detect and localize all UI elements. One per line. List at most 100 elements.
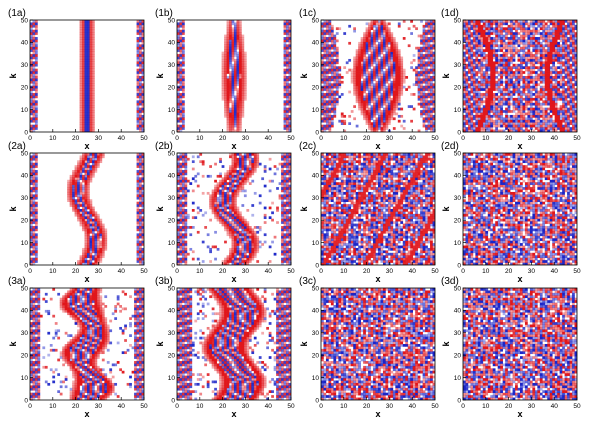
heatmap-cell (510, 78, 513, 82)
heatmap-cell (427, 20, 431, 23)
heatmap-cell (420, 20, 423, 23)
heatmap-cell (89, 201, 93, 205)
heatmap-cell (485, 37, 489, 40)
heatmap-cell (99, 250, 103, 254)
heatmap-cell (382, 97, 386, 101)
heatmap-cell (179, 127, 183, 130)
heatmap-cell (229, 83, 232, 87)
heatmap-cell (500, 107, 503, 111)
heatmap-cell (363, 71, 366, 74)
heatmap-cells (177, 20, 291, 132)
heatmap-cell (91, 117, 95, 121)
heatmap-cell (505, 83, 508, 87)
heatmap-cell (82, 226, 85, 229)
heatmap-cell (569, 22, 573, 26)
heatmap-cell (470, 63, 474, 67)
heatmap-cell (325, 51, 329, 55)
heatmap-cell (495, 29, 498, 33)
heatmap-cell (465, 114, 469, 118)
heatmap-cell (84, 41, 88, 45)
heatmap-cell (432, 32, 435, 35)
heatmap-cell (475, 34, 479, 38)
heatmap-cell (32, 68, 36, 72)
heatmap-cell (87, 243, 90, 246)
heatmap-cell (380, 41, 384, 45)
heatmap-cell (515, 73, 518, 77)
heatmap-cell (363, 100, 366, 104)
heatmap-cell (517, 105, 521, 108)
heatmap-cell (542, 71, 546, 74)
heatmap-cell (562, 44, 565, 48)
heatmap-cell (477, 58, 481, 62)
heatmap-cell (559, 112, 563, 116)
heatmap-cell (99, 221, 103, 224)
heatmap-cell (226, 129, 230, 132)
heatmap-cell (231, 39, 235, 43)
heatmap-cell (515, 32, 518, 35)
heatmap-cell (567, 49, 570, 52)
heatmap-cell (84, 191, 88, 195)
heatmap-cell (569, 112, 573, 116)
heatmap-cells (30, 153, 144, 265)
heatmap-cell (549, 110, 553, 113)
heatmap-cell (432, 105, 435, 108)
heatmap-cell (562, 114, 565, 118)
heatmap-cell (340, 122, 344, 125)
heatmap-cell (330, 39, 334, 43)
heatmap-cell (288, 20, 291, 23)
heatmap-cell (177, 78, 180, 82)
heatmap-cell (231, 78, 235, 82)
heatmap-cell (520, 66, 523, 69)
heatmap-cell (510, 41, 513, 45)
heatmap-cell (34, 245, 38, 249)
heatmap-cell (229, 34, 232, 38)
heatmap-cell (517, 88, 521, 91)
heatmap-cell (564, 63, 568, 67)
heatmap-cell (397, 107, 401, 111)
heatmap-cell (482, 122, 486, 125)
heatmap-cell (562, 129, 565, 132)
heatmap-cell (241, 112, 245, 116)
heatmap-cell (82, 51, 85, 55)
heatmap-cell (537, 93, 541, 96)
heatmap-cell (497, 119, 501, 123)
heatmap-cell (84, 211, 88, 215)
heatmap-cell (542, 37, 546, 40)
heatmap-cell (574, 78, 577, 82)
x-tick-label: 40 (118, 135, 126, 142)
heatmap-cell (544, 107, 548, 111)
heatmap-cell (67, 191, 70, 195)
heatmap-cell (382, 34, 386, 38)
heatmap-cell (467, 46, 471, 50)
heatmap-cell (507, 88, 511, 91)
heatmap-cell (397, 88, 401, 91)
heatmap-cell (417, 51, 421, 55)
heatmap-cell (286, 51, 289, 55)
heatmap-cell (77, 206, 80, 210)
heatmap-cell (338, 95, 342, 99)
heatmap-cell (432, 61, 435, 65)
heatmap-cell (226, 37, 230, 40)
heatmap-cell (67, 189, 70, 193)
heatmap-cell (226, 34, 230, 38)
heatmap-cell (355, 85, 359, 89)
heatmap-cell (177, 76, 180, 79)
heatmap-cell (335, 46, 339, 50)
heatmap-cell (517, 110, 521, 113)
heatmap-cell (373, 32, 376, 35)
heatmap-cell (325, 78, 329, 82)
heatmap-cell (420, 39, 423, 43)
heatmap-cell (84, 262, 88, 265)
heatmap-cell (544, 90, 548, 94)
heatmap-cell (495, 110, 498, 113)
heatmap-cell (82, 105, 85, 108)
heatmap-cell (485, 41, 489, 45)
heatmap-cell (375, 85, 379, 89)
heatmap-cell (552, 83, 555, 87)
heatmap-cell (557, 80, 560, 84)
heatmap-cell (236, 117, 240, 121)
heatmap-cell (323, 110, 327, 113)
heatmap-cell (487, 107, 491, 111)
heatmap-cell (226, 110, 230, 113)
heatmap-cell (542, 117, 546, 121)
